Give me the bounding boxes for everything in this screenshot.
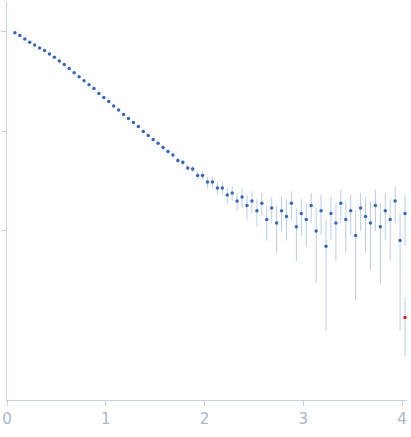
svg-text:2: 2	[200, 410, 210, 428]
svg-text:1: 1	[101, 410, 111, 428]
svg-text:0: 0	[2, 410, 12, 428]
svg-text:4: 4	[397, 410, 407, 428]
svg-text:3: 3	[299, 410, 309, 428]
